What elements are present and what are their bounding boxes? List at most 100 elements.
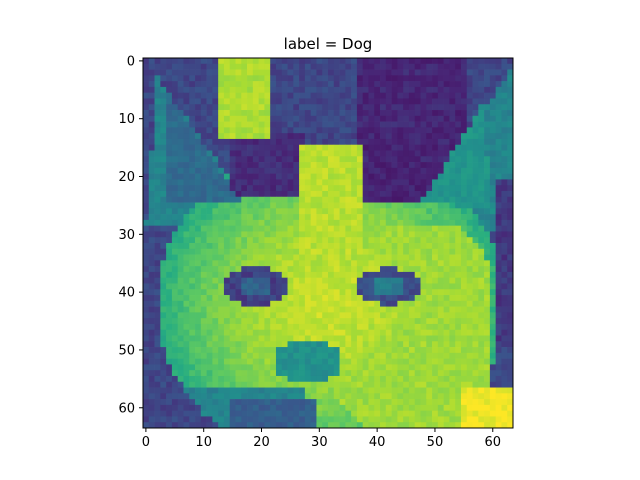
heatmap-cell xyxy=(420,127,427,134)
heatmap-cell xyxy=(166,190,173,198)
heatmap-cell xyxy=(304,254,312,261)
heatmap-cell xyxy=(223,364,231,371)
heatmap-cell xyxy=(287,399,294,406)
heatmap-cell xyxy=(316,283,323,290)
heatmap-cell xyxy=(432,375,439,383)
heatmap-cell xyxy=(322,110,329,117)
heatmap-cell xyxy=(460,404,468,412)
heatmap-cell xyxy=(299,156,306,163)
heatmap-cell xyxy=(449,399,456,406)
heatmap-cell xyxy=(403,127,410,134)
heatmap-cell xyxy=(200,86,207,94)
heatmap-cell xyxy=(287,358,294,365)
heatmap-cell xyxy=(478,312,485,319)
heatmap-cell xyxy=(328,86,335,94)
heatmap-cell xyxy=(241,167,248,174)
heatmap-cell xyxy=(310,375,317,383)
heatmap-cell xyxy=(478,156,485,163)
heatmap-cell xyxy=(339,422,346,429)
heatmap-cell xyxy=(304,144,312,151)
heatmap-cell xyxy=(212,341,219,348)
heatmap-cell xyxy=(489,58,497,65)
heatmap-cell xyxy=(316,138,323,146)
heatmap-cell xyxy=(143,358,150,365)
heatmap-cell xyxy=(397,375,404,383)
heatmap-cell xyxy=(466,329,473,336)
heatmap-cell xyxy=(328,150,335,157)
heatmap-cell xyxy=(293,347,300,354)
heatmap-cell xyxy=(362,63,369,70)
heatmap-cell xyxy=(223,81,231,88)
heatmap-cell xyxy=(264,271,271,279)
heatmap-cell xyxy=(437,86,444,94)
heatmap-cell xyxy=(460,63,468,70)
heatmap-cell xyxy=(183,144,190,151)
heatmap-cell xyxy=(408,138,416,146)
heatmap-cell xyxy=(345,167,352,174)
heatmap-cell xyxy=(397,260,404,267)
heatmap-cell xyxy=(507,248,514,255)
heatmap-cell xyxy=(455,63,462,70)
heatmap-cell xyxy=(385,133,392,140)
heatmap-cell xyxy=(270,58,277,65)
heatmap-cell xyxy=(206,289,213,296)
heatmap-cell xyxy=(328,214,335,221)
heatmap-cell xyxy=(264,81,271,88)
heatmap-cell xyxy=(426,162,433,169)
y-tick-label: 0 xyxy=(127,54,135,69)
heatmap-cell xyxy=(478,196,485,203)
heatmap-cell xyxy=(472,271,479,279)
heatmap-cell xyxy=(501,393,508,400)
heatmap-cell xyxy=(408,243,416,250)
heatmap-cell xyxy=(403,110,410,117)
heatmap-cell xyxy=(472,58,479,65)
heatmap-cell xyxy=(380,283,387,290)
heatmap-cell xyxy=(403,86,410,94)
heatmap-cell xyxy=(270,422,277,429)
heatmap-cell xyxy=(160,225,167,232)
heatmap-cell xyxy=(362,202,369,209)
heatmap-cell xyxy=(281,271,288,279)
heatmap-cell xyxy=(206,312,213,319)
heatmap-cell xyxy=(489,312,497,319)
heatmap-cell xyxy=(287,167,294,174)
heatmap-cell xyxy=(403,254,410,261)
x-tick-label: 20 xyxy=(253,435,270,450)
heatmap-cell xyxy=(426,214,433,221)
heatmap-cell xyxy=(489,167,497,174)
heatmap-cell xyxy=(484,266,491,273)
heatmap-cell xyxy=(356,69,364,76)
heatmap-cell xyxy=(223,260,231,267)
heatmap-cell xyxy=(362,81,369,88)
heatmap-cell xyxy=(316,404,323,412)
heatmap-cell xyxy=(154,138,161,146)
heatmap-cell xyxy=(206,329,213,336)
heatmap-cell xyxy=(368,156,375,163)
heatmap-cell xyxy=(235,121,242,128)
heatmap-cell xyxy=(437,335,444,342)
heatmap-cell xyxy=(270,381,277,388)
heatmap-cell xyxy=(247,121,254,128)
heatmap-cell xyxy=(472,399,479,406)
heatmap-cell xyxy=(432,58,439,65)
heatmap-cell xyxy=(328,312,335,319)
heatmap-cell xyxy=(432,179,439,186)
heatmap-cell xyxy=(223,237,231,244)
y-tick-label: 20 xyxy=(118,170,135,185)
heatmap-cell xyxy=(437,295,444,302)
heatmap-cell xyxy=(189,295,196,302)
heatmap-cell xyxy=(328,202,335,209)
heatmap-cell xyxy=(333,300,340,307)
heatmap-cell xyxy=(206,196,213,203)
heatmap-cell xyxy=(310,219,317,227)
heatmap-cell xyxy=(218,306,225,313)
heatmap-cell xyxy=(345,271,352,279)
heatmap-cell xyxy=(437,312,444,319)
heatmap-cell xyxy=(270,266,277,273)
heatmap-cell xyxy=(455,306,462,313)
heatmap-cell xyxy=(241,92,248,99)
heatmap-cell xyxy=(333,231,340,238)
heatmap-cell xyxy=(287,115,294,122)
heatmap-cell xyxy=(478,167,485,174)
heatmap-cell xyxy=(345,133,352,140)
